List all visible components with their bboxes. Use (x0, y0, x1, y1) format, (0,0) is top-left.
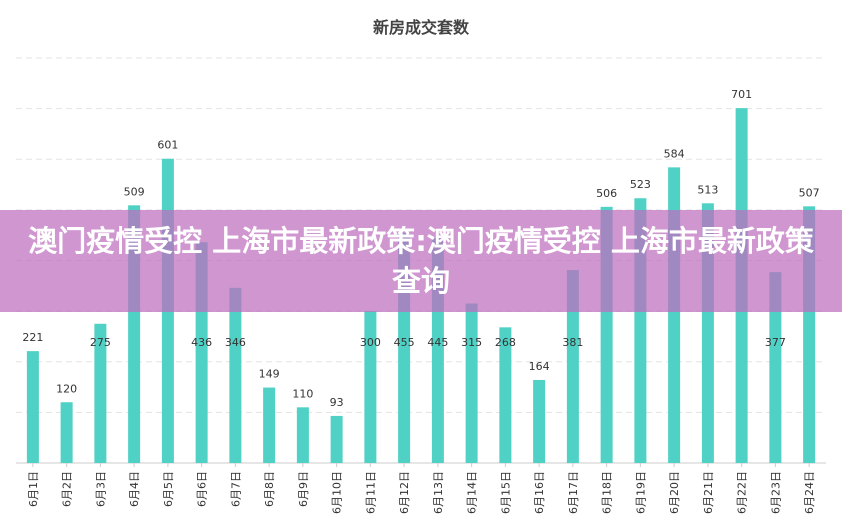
data-label: 315 (461, 336, 482, 349)
x-tick-label: 6月19日 (634, 471, 647, 514)
data-label: 110 (292, 387, 313, 400)
x-tick-label: 6月16日 (533, 471, 546, 514)
bar (94, 323, 107, 463)
x-tick-label: 6月10日 (331, 471, 344, 514)
bar (26, 351, 39, 463)
x-tick-label: 6月2日 (61, 471, 74, 507)
bar (364, 311, 377, 463)
bar (229, 287, 242, 463)
data-label: 445 (427, 336, 448, 349)
x-tick-label: 6月22日 (736, 471, 749, 514)
data-label: 381 (562, 336, 583, 349)
x-tick-label: 6月4日 (128, 471, 141, 507)
banner-text: 澳门疫情受控 上海市最新政策:澳门疫情受控 上海市最新政策查询 (28, 224, 814, 298)
data-label: 300 (360, 336, 381, 349)
x-tick-label: 6月15日 (499, 471, 512, 514)
bar (533, 379, 546, 463)
bar (566, 270, 579, 463)
data-label: 584 (664, 147, 685, 160)
bar (330, 415, 343, 463)
chart-title: 新房成交套数 (373, 18, 470, 37)
x-tick-label: 6月13日 (432, 471, 445, 514)
data-label: 509 (124, 185, 145, 198)
overlay-banner: 澳门疫情受控 上海市最新政策:澳门疫情受控 上海市最新政策查询 (0, 210, 842, 312)
data-label: 523 (630, 178, 651, 191)
bar (263, 387, 276, 463)
x-tick-label: 6月17日 (567, 471, 580, 514)
bar (499, 327, 512, 463)
data-label: 455 (394, 336, 415, 349)
x-tick-label: 6月9日 (297, 471, 310, 507)
x-tick-label: 6月20日 (668, 471, 681, 514)
x-tick-label: 6月12日 (398, 471, 411, 514)
data-label: 436 (191, 336, 212, 349)
x-tick-label: 6月1日 (27, 471, 40, 507)
data-label: 221 (22, 331, 43, 344)
bar (769, 272, 782, 463)
x-tick-label: 6月24日 (803, 471, 816, 514)
data-label: 377 (765, 336, 786, 349)
bar (60, 402, 73, 463)
x-tick-label: 6月8日 (263, 471, 276, 507)
x-tick-label: 6月18日 (601, 471, 614, 514)
data-label: 149 (259, 368, 280, 381)
data-label: 275 (90, 336, 111, 349)
data-label: 93 (330, 396, 344, 409)
x-tick-label: 6月11日 (364, 471, 377, 514)
data-label: 601 (157, 139, 178, 152)
data-label: 164 (529, 360, 550, 373)
data-label: 506 (596, 187, 617, 200)
data-label: 268 (495, 336, 516, 349)
x-tick-label: 6月21日 (702, 471, 715, 514)
data-label: 513 (697, 183, 718, 196)
data-label: 507 (799, 186, 820, 199)
bar (296, 407, 309, 463)
x-tick-label: 6月3日 (94, 471, 107, 507)
x-tick-label: 6月5日 (162, 471, 175, 507)
x-tick-label: 6月6日 (196, 471, 209, 507)
x-tick-label: 6月14日 (466, 471, 479, 514)
bar (465, 303, 478, 463)
data-label: 701 (731, 88, 752, 101)
x-tick-label: 6月7日 (229, 471, 242, 507)
data-label: 346 (225, 336, 246, 349)
data-label: 120 (56, 382, 77, 395)
x-tick-label: 6月23日 (769, 471, 782, 514)
